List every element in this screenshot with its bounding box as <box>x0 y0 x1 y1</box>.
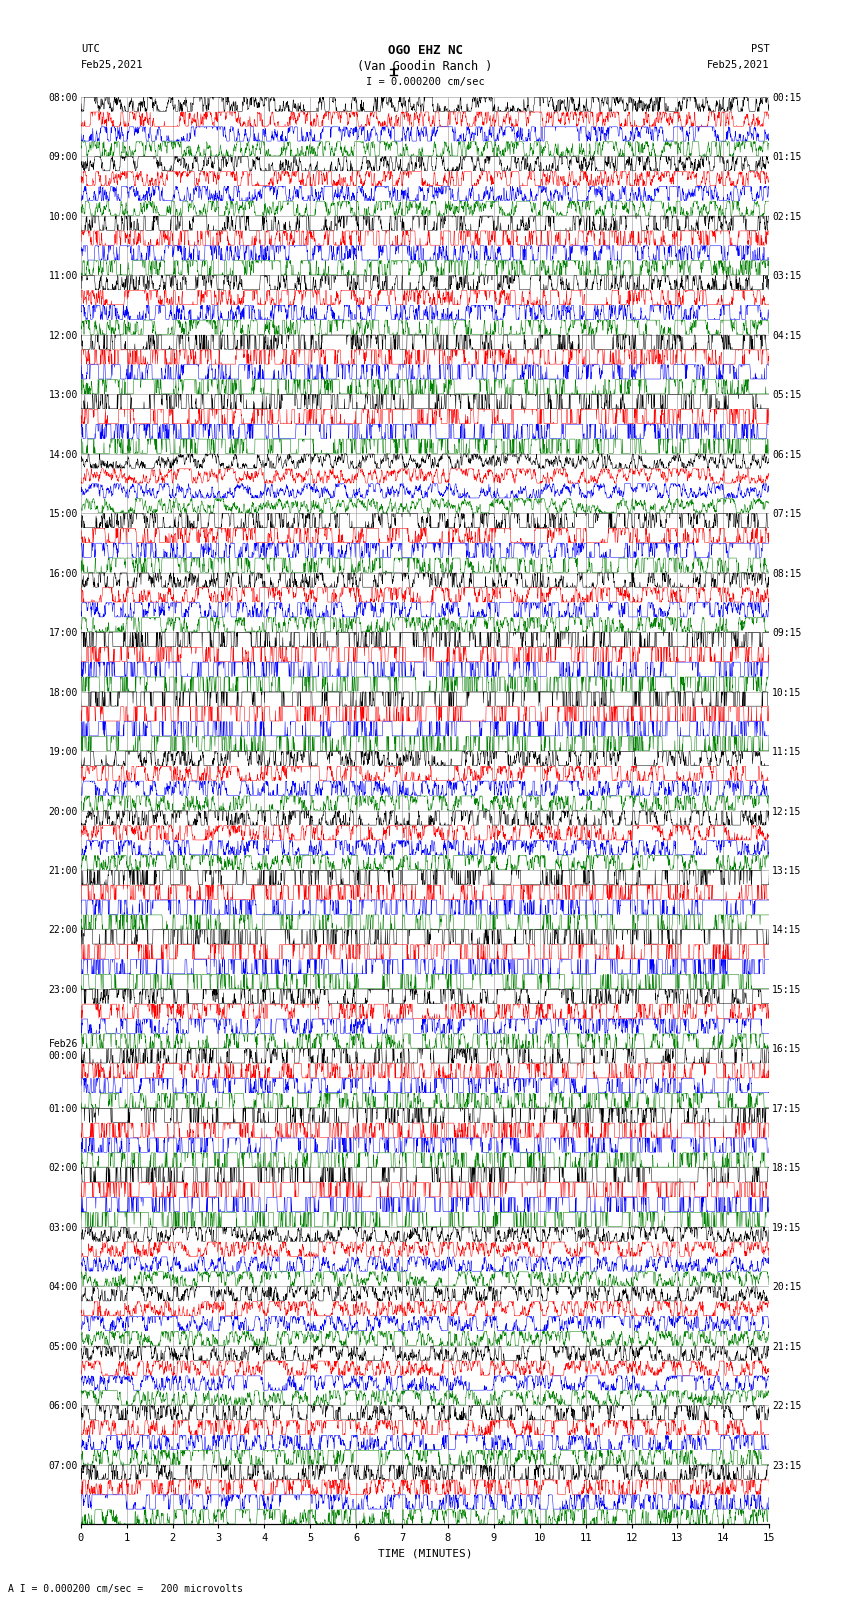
Text: UTC: UTC <box>81 44 99 53</box>
Text: I = 0.000200 cm/sec: I = 0.000200 cm/sec <box>366 77 484 87</box>
Text: Feb25,2021: Feb25,2021 <box>706 60 769 69</box>
X-axis label: TIME (MINUTES): TIME (MINUTES) <box>377 1548 473 1558</box>
Text: A I = 0.000200 cm/sec =   200 microvolts: A I = 0.000200 cm/sec = 200 microvolts <box>8 1584 243 1594</box>
Text: OGO EHZ NC: OGO EHZ NC <box>388 44 462 56</box>
Text: (Van Goodin Ranch ): (Van Goodin Ranch ) <box>357 60 493 73</box>
Text: PST: PST <box>751 44 769 53</box>
Text: Feb25,2021: Feb25,2021 <box>81 60 144 69</box>
